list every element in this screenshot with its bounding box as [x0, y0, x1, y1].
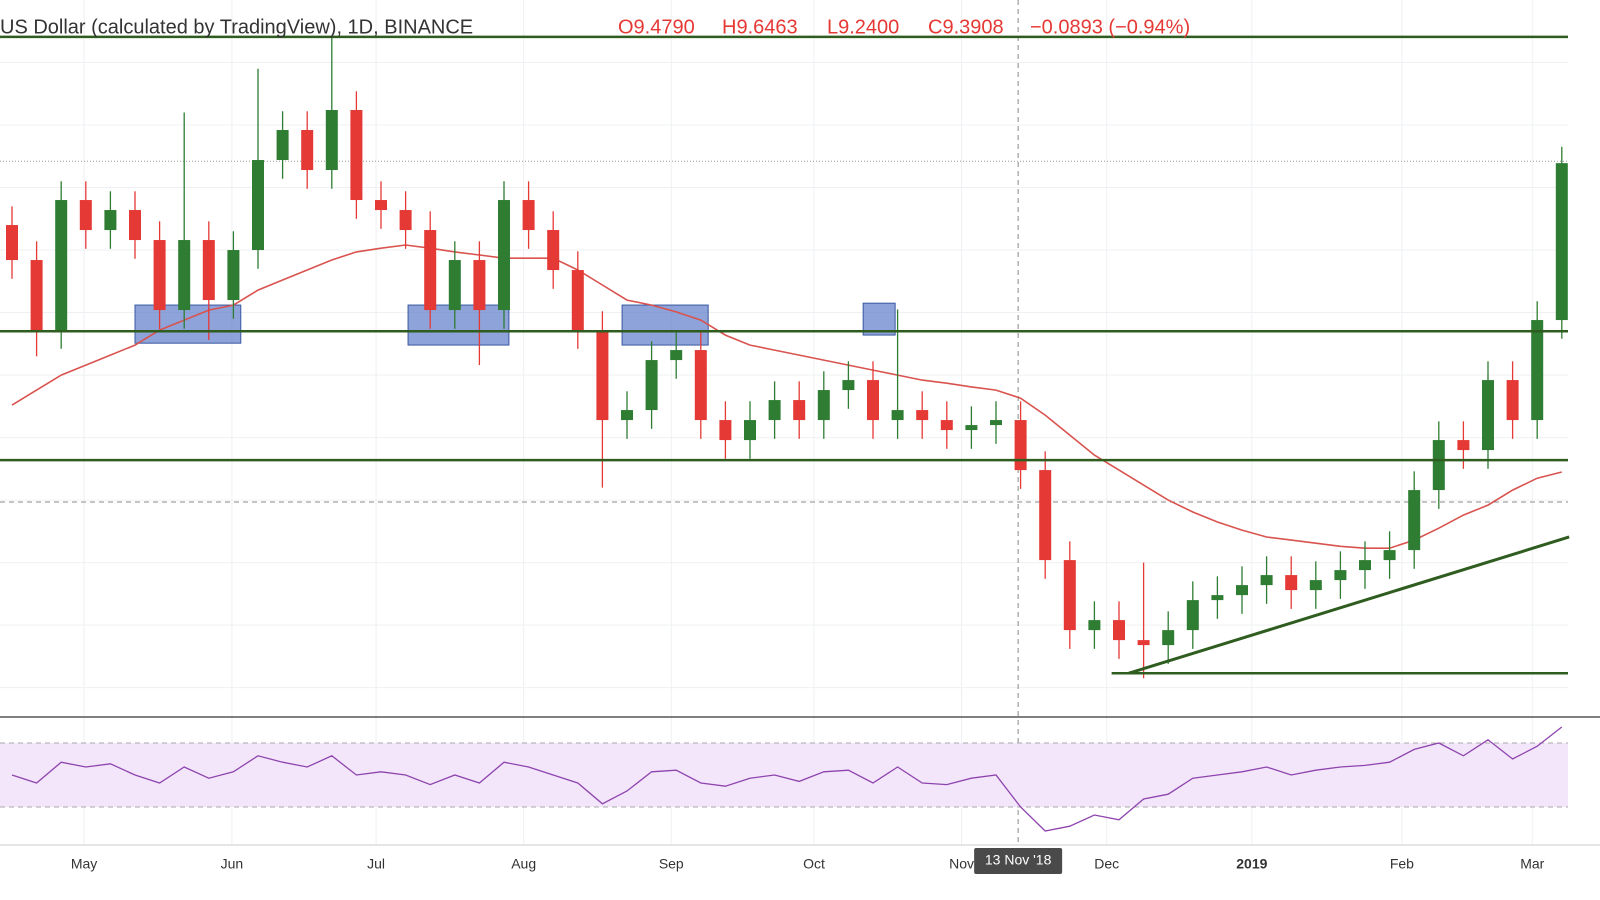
candle-body: [719, 420, 732, 441]
candle-body: [1211, 595, 1224, 601]
candle-body: [1088, 620, 1101, 631]
x-tick-label: Jul: [367, 856, 385, 872]
candle-body: [1309, 580, 1322, 591]
candle-body: [1063, 560, 1076, 631]
candle-body: [744, 420, 756, 441]
x-tick-label: May: [71, 856, 97, 872]
candle-body: [1260, 575, 1273, 586]
candle-body: [1432, 440, 1445, 491]
candle-body: [1408, 490, 1421, 551]
crosshair-badge: [974, 848, 1063, 874]
candle-body: [990, 420, 1002, 426]
rsi-band: [0, 743, 1568, 807]
x-tick-label: Dec: [1094, 856, 1119, 872]
candle-body: [350, 110, 363, 201]
candle-body: [1039, 470, 1052, 561]
candle-body: [1285, 575, 1298, 591]
grid: [0, 0, 1568, 845]
candle-body: [6, 225, 18, 261]
high-value: H9.6463: [722, 16, 798, 38]
candle-body: [1137, 640, 1150, 646]
candle-body: [1162, 630, 1175, 646]
candle-body: [965, 425, 978, 431]
candle-body: [1236, 585, 1248, 596]
highlight-box: [862, 302, 896, 336]
candle-body: [202, 240, 215, 301]
candle-body: [694, 350, 707, 421]
x-tick-label: Aug: [511, 856, 536, 872]
open-value: O9.4790: [618, 16, 695, 38]
candle-body: [842, 380, 855, 391]
x-tick-label: Jun: [221, 856, 244, 872]
moving-average: [11, 244, 1562, 549]
close-value: C9.3908: [928, 16, 1004, 38]
candle-body: [547, 230, 560, 271]
candle-body: [1359, 560, 1371, 571]
candle-body: [325, 110, 338, 171]
highlight-box: [621, 304, 709, 346]
x-tick-label: 2019: [1236, 856, 1267, 872]
rsi-panel: [0, 716, 1600, 846]
candle-body: [596, 330, 609, 421]
low-value: L9.2400: [827, 16, 899, 38]
candle-body: [252, 160, 264, 251]
candle-body: [227, 250, 240, 301]
candle-body: [473, 260, 486, 311]
x-tick-label: Mar: [1520, 856, 1544, 872]
highlight-box: [407, 304, 510, 346]
candle-body: [55, 200, 68, 331]
x-tick-label: Sep: [659, 856, 684, 872]
candle-body: [399, 210, 412, 231]
candle-body: [448, 260, 461, 311]
candle-body: [867, 380, 879, 421]
candle-body: [1334, 570, 1347, 581]
candle-body: [1531, 320, 1544, 421]
candle-body: [276, 130, 289, 161]
candle-body: [1506, 380, 1519, 421]
trend-line: [1128, 535, 1570, 675]
x-tick-label: Feb: [1390, 856, 1414, 872]
x-axis: May Jun Jul Aug Sep Oct Nov Dec 2019 Feb Mar 13 Nov…: [71, 848, 1545, 874]
rsi-line: [11, 726, 1563, 832]
candle-body: [817, 390, 830, 421]
candle-body: [1383, 550, 1396, 561]
candle-body: [571, 270, 584, 331]
x-tick-label: Nov: [949, 856, 974, 872]
candle-body: [670, 350, 683, 361]
candles: [0, 35, 1570, 679]
candle-body: [498, 200, 510, 311]
x-tick-label: Oct: [803, 856, 825, 872]
candle-body: [129, 210, 141, 241]
chart-title: US Dollar (calculated by TradingView), 1…: [0, 16, 473, 38]
candle-body: [621, 410, 633, 421]
candle-body: [375, 200, 387, 211]
candle-body: [1482, 380, 1494, 451]
candle-body: [940, 420, 953, 431]
candle-body: [1113, 620, 1125, 641]
candle-body: [768, 400, 781, 421]
candle-body: [1555, 163, 1568, 321]
candle-body: [891, 410, 904, 421]
overlays: [0, 0, 1568, 845]
candle-body: [104, 210, 117, 231]
highlight-box: [134, 304, 242, 344]
candle-body: [916, 410, 929, 421]
candle-body: [301, 130, 314, 171]
candle-body: [1457, 440, 1470, 451]
change-value: −0.0893 (−0.94%): [1030, 16, 1190, 38]
candle-body: [1186, 600, 1199, 631]
candle-body: [153, 240, 166, 311]
candle-body: [645, 360, 658, 411]
candle-body: [522, 200, 535, 231]
candle-body: [79, 200, 92, 231]
candle-body: [424, 230, 437, 311]
header: US Dollar (calculated by TradingView), 1…: [0, 16, 1190, 38]
candle-body: [793, 400, 806, 421]
candle-body: [30, 260, 43, 331]
candle-body: [178, 240, 191, 311]
crosshair-label: 13 Nov '18: [985, 852, 1052, 868]
candle-body: [1014, 420, 1027, 471]
